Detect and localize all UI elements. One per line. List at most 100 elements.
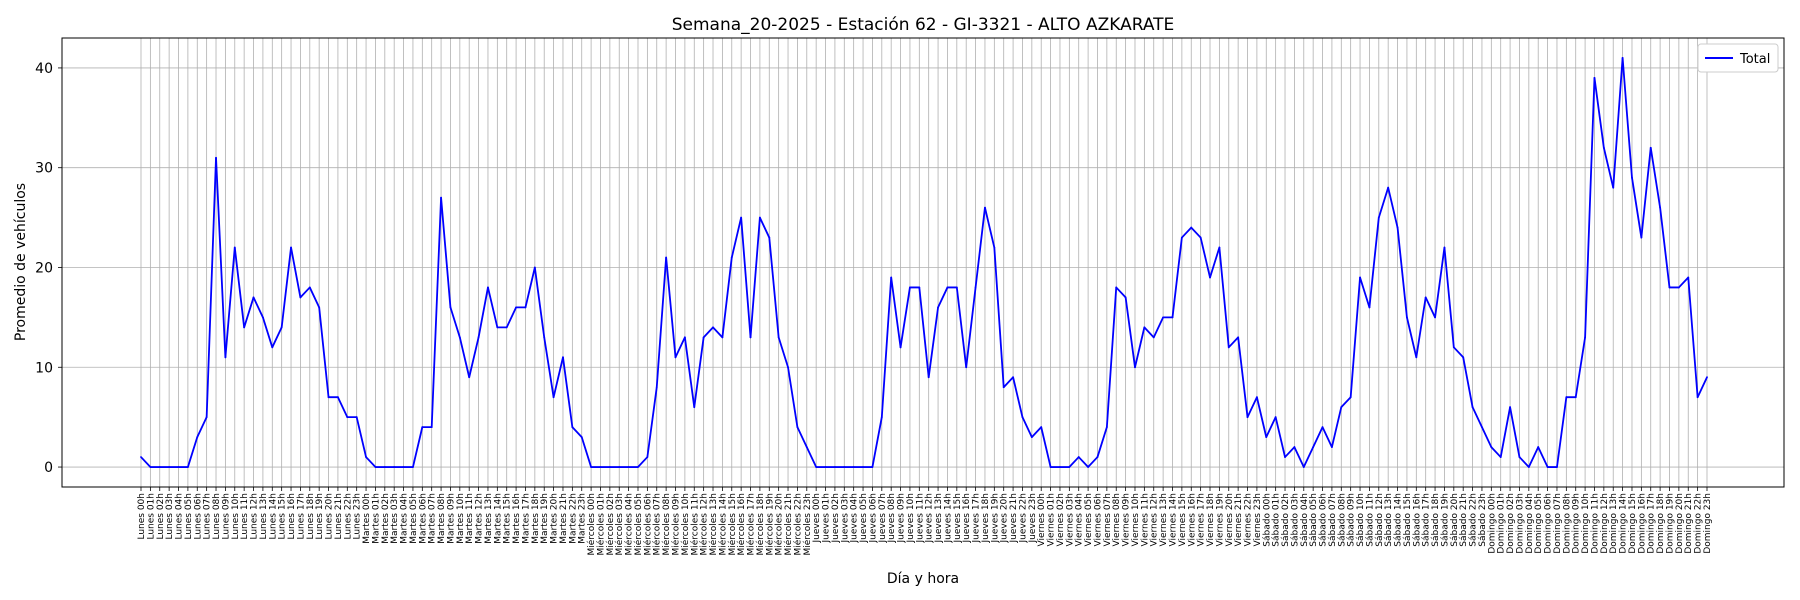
- x-tick-label: Domingo 10h: [1581, 493, 1591, 554]
- series-segment: [205, 156, 217, 419]
- series-segment: [1462, 356, 1474, 409]
- x-tick-label: Lunes 12h: [250, 493, 260, 540]
- x-tick-label: Sábado 10h: [1356, 493, 1366, 547]
- x-tick-label: Jueves 12h: [925, 493, 935, 543]
- series-segment: [1002, 376, 1014, 389]
- x-tick-label: Miércoles 23h: [802, 493, 813, 556]
- series-segment: [787, 366, 799, 429]
- x-tick-label: Martes 10h: [456, 493, 466, 544]
- x-tick-label: Martes 11h: [465, 493, 475, 544]
- series-segment: [1396, 226, 1408, 319]
- x-tick-label: Lunes 03h: [165, 493, 175, 540]
- series-segment: [487, 286, 499, 329]
- x-tick-label: Viernes 01h: [1047, 493, 1057, 547]
- x-tick-label: Miércoles 06h: [642, 493, 653, 556]
- x-tick-label: Viernes 12h: [1150, 493, 1160, 547]
- series-segment: [655, 256, 668, 389]
- series-segment: [412, 426, 424, 468]
- x-tick-label: Viernes 02h: [1056, 493, 1066, 547]
- x-tick-label: Lunes 05h: [184, 493, 194, 540]
- x-tick-label: Domingo 00h: [1487, 493, 1497, 554]
- x-tick-label: Miércoles 09h: [671, 493, 682, 556]
- x-tick-label: Miércoles 15h: [727, 493, 738, 556]
- x-tick-label: Viernes 08h: [1112, 493, 1122, 547]
- x-tick-label: Sábado 22h: [1469, 493, 1479, 547]
- x-tick-label: Sábado 11h: [1365, 493, 1375, 547]
- series-segment: [646, 386, 658, 458]
- x-tick-label: Domingo 23h: [1703, 493, 1713, 554]
- x-tick-label: Martes 16h: [512, 493, 522, 544]
- series-segment: [308, 286, 321, 309]
- series-segment: [1274, 416, 1286, 458]
- x-tick-label: Lunes 20h: [325, 493, 335, 540]
- series-segment: [1527, 446, 1540, 468]
- x-tick-label: Jueves 09h: [897, 493, 907, 543]
- x-tick-label: Martes 22h: [568, 493, 578, 544]
- x-tick-label: Lunes 16h: [287, 493, 297, 540]
- series-segment: [768, 236, 780, 339]
- x-tick-label: Viernes 16h: [1187, 493, 1197, 547]
- x-tick-label: Sábado 17h: [1422, 493, 1432, 547]
- series-segment: [993, 246, 1005, 389]
- x-tick-label: Jueves 00h: [812, 493, 822, 543]
- x-tick-label: Sábado 00h: [1262, 493, 1272, 547]
- series-segment: [805, 446, 818, 468]
- series-segment: [1284, 446, 1296, 458]
- x-tick-label: Sábado 13h: [1384, 493, 1394, 547]
- x-tick-label: Martes 09h: [446, 493, 456, 544]
- series-segment: [1321, 426, 1333, 448]
- x-tick-label: Domingo 07h: [1553, 493, 1563, 554]
- series-segment: [1152, 316, 1165, 339]
- x-tick-label: Lunes 15h: [278, 493, 288, 540]
- series-segment: [1096, 426, 1108, 458]
- x-tick-label: Viernes 14h: [1168, 493, 1178, 547]
- series-segment: [243, 296, 255, 329]
- series-segment: [1246, 396, 1258, 419]
- series-segment: [186, 436, 199, 468]
- series-segment: [1649, 146, 1662, 209]
- x-axis-ticks: Lunes 00h Lunes 01h Lunes 02h Lunes 03h Lune…: [137, 487, 1713, 556]
- series-lines: [140, 57, 1708, 468]
- x-tick-label: Viernes 03h: [1065, 493, 1075, 547]
- series-segment: [533, 266, 546, 339]
- series-segment: [665, 256, 677, 359]
- y-axis-ticks: 0 10 20 30 40: [35, 61, 62, 476]
- x-tick-label: Jueves 05h: [859, 493, 869, 543]
- x-tick-label: Domingo 22h: [1694, 493, 1704, 554]
- x-tick-label: Domingo 08h: [1562, 493, 1572, 554]
- x-tick-label: Jueves 08h: [887, 493, 897, 543]
- x-tick-label: Viernes 04h: [1075, 493, 1085, 547]
- x-tick-label: Lunes 13h: [259, 493, 269, 540]
- series-segment: [215, 156, 227, 359]
- x-tick-label: Sábado 02h: [1281, 493, 1291, 547]
- series-segment: [1227, 336, 1240, 349]
- x-tick-label: Jueves 20h: [1000, 493, 1010, 543]
- x-tick-label: Viernes 19h: [1215, 493, 1225, 547]
- x-tick-label: Lunes 18h: [306, 493, 316, 540]
- series-segment: [955, 286, 968, 369]
- x-tick-label: Lunes 08h: [212, 493, 222, 540]
- series-segment: [740, 216, 752, 339]
- series-segment: [458, 336, 471, 379]
- x-tick-label: Domingo 18h: [1656, 493, 1666, 554]
- x-tick-label: Sábado 20h: [1450, 493, 1460, 547]
- x-tick-label: Martes 01h: [371, 493, 381, 544]
- series-segment: [552, 356, 564, 399]
- x-tick-label: Sábado 18h: [1431, 493, 1441, 547]
- x-tick-label: Jueves 17h: [972, 493, 982, 543]
- x-tick-label: Martes 00h: [362, 493, 372, 544]
- x-tick-label: Martes 21h: [559, 493, 569, 544]
- x-tick-label: Martes 12h: [475, 493, 485, 544]
- series-segment: [1312, 426, 1324, 448]
- x-tick-label: Sábado 01h: [1272, 493, 1282, 547]
- x-tick-label: Lunes 14h: [268, 493, 278, 540]
- x-tick-label: Viernes 10h: [1131, 493, 1141, 547]
- series-segment: [233, 246, 246, 329]
- series-segment: [1143, 326, 1155, 339]
- x-tick-label: Domingo 21h: [1684, 493, 1694, 554]
- chart-title: Semana_20-2025 - Estación 62 - GI-3321 -…: [672, 15, 1175, 35]
- series-segment: [1255, 396, 1268, 439]
- series-segment: [1265, 416, 1277, 439]
